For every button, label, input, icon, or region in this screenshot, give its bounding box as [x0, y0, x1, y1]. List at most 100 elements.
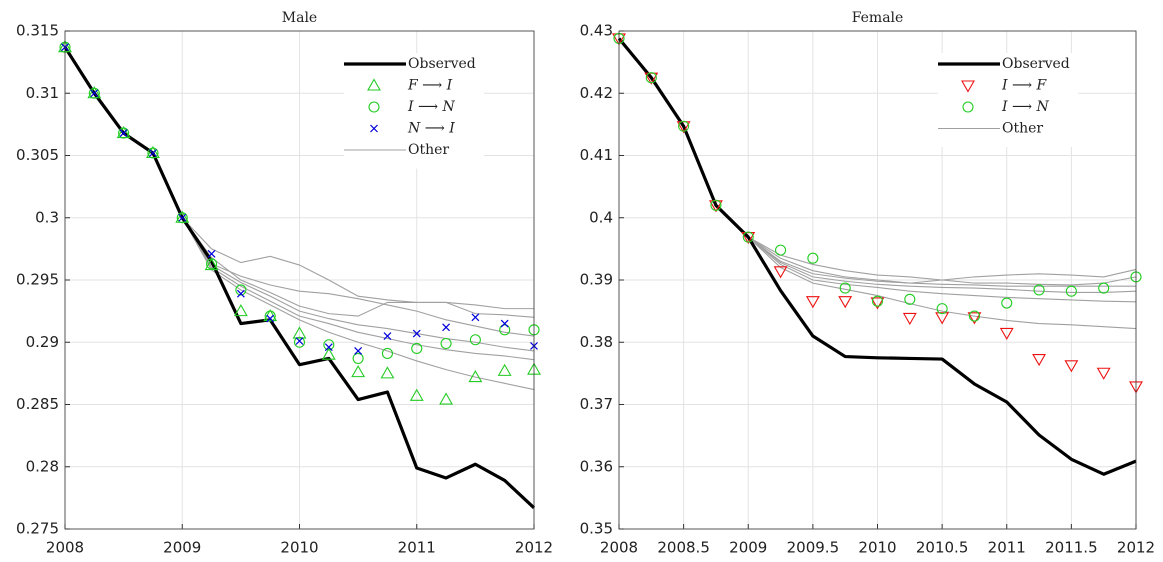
marker-x: [324, 343, 333, 352]
marker-x: [90, 89, 99, 98]
x-tick-label: 2008: [600, 539, 638, 557]
chart-title: Male: [282, 10, 317, 26]
marker-triangle: [1064, 360, 1079, 373]
legend-label: Other: [1002, 121, 1043, 137]
marker-triangle: [1032, 354, 1047, 367]
marker-x: [266, 314, 275, 323]
marker-circle: [235, 284, 247, 296]
marker-circle: [118, 127, 130, 139]
marker-circle: [368, 101, 380, 113]
marker-circle: [264, 310, 276, 322]
marker-circle: [775, 244, 787, 256]
marker-circle: [962, 101, 974, 113]
marker-triangle: [321, 347, 336, 360]
marker-circle: [1033, 284, 1045, 296]
marker-circle: [904, 293, 916, 305]
y-tick-label: 0.285: [16, 395, 59, 413]
y-tick-label: 0.41: [580, 146, 613, 164]
x-tick-label: 2011.5: [1045, 539, 1098, 557]
y-tick-label: 0.29: [26, 333, 59, 351]
marker-triangle: [351, 365, 366, 378]
marker-circle: [1001, 297, 1013, 309]
observed-line: [617, 37, 1137, 476]
marker-triangle: [204, 257, 219, 271]
marker-triangle: [870, 297, 885, 310]
marker-x: [370, 124, 378, 133]
x-tick-label: 2010.5: [916, 539, 969, 557]
x-tick-label: 2010: [858, 539, 896, 557]
marker-circle: [293, 336, 306, 348]
x-tick-label: 2009.5: [787, 539, 840, 557]
y-tick-label: 0.35: [580, 520, 613, 538]
marker-circle: [469, 334, 481, 346]
marker-x: [119, 129, 128, 138]
legend: Observed I ⟶ F I ⟶ N Other: [938, 53, 1078, 147]
legend-label: F ⟶ I: [407, 78, 453, 94]
legend-label: Observed: [408, 56, 476, 72]
marker-circle: [440, 337, 452, 350]
marker-x: [149, 149, 157, 157]
marker-triangle: [380, 366, 395, 379]
marker-circle: [176, 212, 188, 224]
axes-frame: [64, 30, 535, 530]
legend-box: [938, 53, 1078, 147]
y-tick-label: 0.42: [580, 84, 613, 102]
observed-line: [63, 46, 536, 510]
y-tick-label: 0.39: [580, 271, 613, 289]
marker-circle: [411, 342, 423, 355]
marker-circle: [499, 324, 511, 336]
legend: Observed F ⟶ I I ⟶ N N ⟶ I Other: [344, 53, 484, 169]
x-tick-label: 2011: [988, 539, 1026, 557]
x-tick-label: 2012: [1117, 539, 1155, 557]
legend-box: [344, 53, 484, 169]
legend-label: I ⟶ N: [407, 99, 456, 115]
marker-circle: [807, 252, 819, 264]
marker-triangle: [773, 266, 788, 279]
marker-circle: [147, 147, 159, 159]
marker-triangle: [409, 388, 424, 401]
marker-triangle: [805, 296, 820, 309]
marker-triangle: [935, 312, 950, 325]
y-tick-label: 0.28: [26, 457, 59, 475]
y-tick-label: 0.315: [16, 22, 59, 40]
marker-triangle: [838, 296, 853, 309]
y-tick-label: 0.4: [589, 208, 613, 226]
y-tick-label: 0.295: [16, 271, 59, 289]
marker-circle: [936, 303, 948, 315]
marker-triangle: [367, 78, 381, 91]
marker-circle: [381, 347, 393, 360]
marker-triangle: [439, 392, 454, 405]
legend-label: N ⟶ I: [407, 121, 455, 137]
marker-circle: [645, 72, 657, 84]
marker-x: [500, 319, 509, 328]
y-tick-label: 0.37: [580, 395, 613, 413]
marker-circle: [839, 282, 851, 294]
y-tick-label: 0.3: [35, 208, 59, 226]
marker-circle: [1065, 285, 1077, 297]
x-tick-label: 2011: [398, 539, 436, 557]
x-tick-label: 2008: [46, 539, 84, 557]
legend-label: Observed: [1002, 56, 1070, 72]
x-tick-label: 2010: [280, 539, 318, 557]
marker-circle: [1098, 282, 1110, 294]
axes: 2008 2008.5 2009 2009.5 2010 2010.5 2011 2011.5…: [580, 10, 1156, 557]
axes: 2008 2009 2010 2011 2012 0.275 0.28 0.285 0.29 0.…: [16, 10, 553, 557]
x-tick-label: 2012: [515, 539, 553, 557]
y-tick-label: 0.305: [16, 146, 59, 164]
legend-label: I ⟶ N: [1001, 99, 1050, 115]
x-tick-label: 2009: [163, 539, 201, 557]
marker-triangle: [902, 312, 917, 326]
marker-circle: [678, 120, 690, 132]
marker-x: [236, 289, 245, 298]
marker-triangle: [999, 327, 1014, 341]
marker-triangle: [961, 80, 975, 93]
marker-x: [471, 313, 480, 322]
marker-triangle: [1096, 367, 1111, 380]
marker-x: [354, 347, 363, 355]
marker-triangle: [233, 304, 248, 317]
y-tick-label: 0.36: [580, 457, 613, 475]
axes-frame: [618, 30, 1137, 530]
marker-x: [178, 213, 187, 222]
x-tick-label: 2008.5: [657, 539, 710, 557]
